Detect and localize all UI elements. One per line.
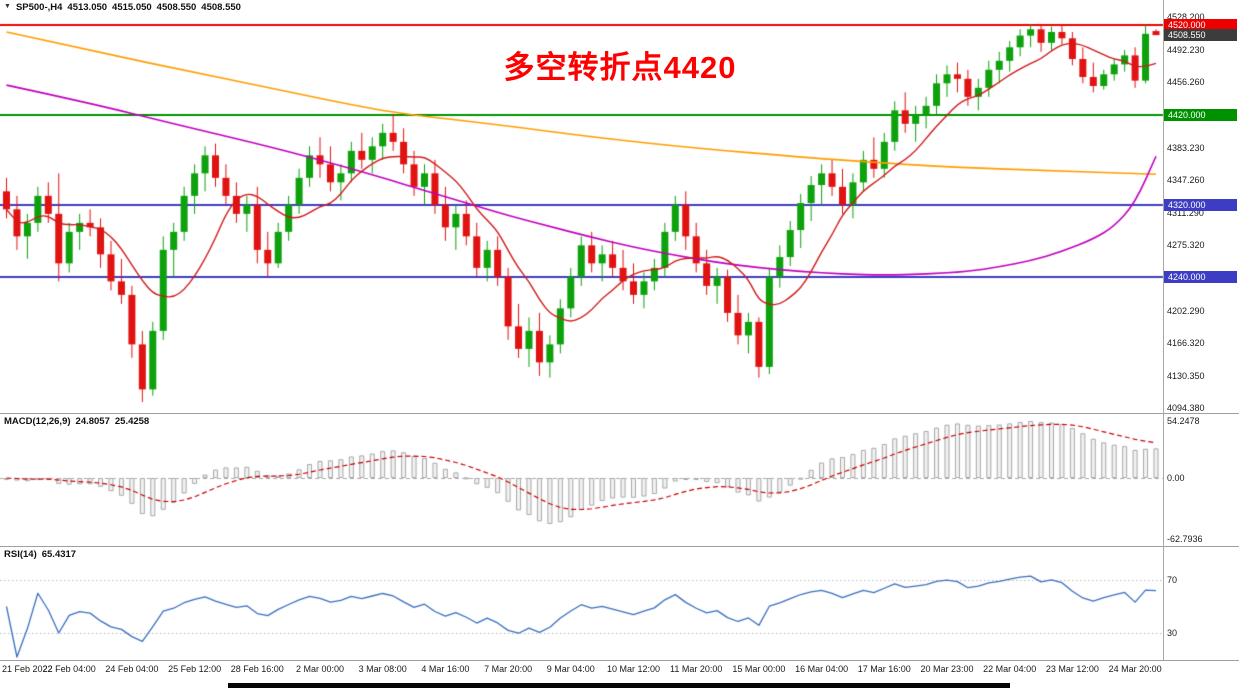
ohlc-high-value: 4515.050 [112,2,152,13]
price-axis-separator [1163,0,1164,660]
chevron-down-icon[interactable]: ▼ [4,3,11,10]
macd-name: MACD(12,26,9) [4,416,71,427]
macd-signal-value: 25.4258 [114,416,150,427]
chart-annotation-text[interactable]: 多空转折点4420 [503,50,737,85]
rsi-value: 65.4317 [41,549,77,560]
macd-indicator-label: MACD(12,26,9) 24.8057 25.4258 [4,416,149,427]
rsi-indicator-label: RSI(14) 65.4317 [4,549,76,560]
time-axis-separator [0,660,1239,661]
rsi-name: RSI(14) [4,549,37,560]
rsi-panel-resize-separator[interactable] [0,546,1239,547]
ohlc-open-value: 4513.050 [67,2,108,13]
symbol-period-label: SP500-,H4 [15,2,63,13]
bottom-edge-bar [228,683,1010,688]
macd-panel-resize-separator[interactable] [0,413,1239,414]
macd-main-value: 24.8057 [75,416,110,427]
ohlc-close-value: 4508.550 [201,2,241,13]
ohlc-low-value: 4508.550 [156,2,197,13]
chart-header: ▼ SP500-,H4 4513.050 4515.050 4508.550 4… [4,2,241,13]
